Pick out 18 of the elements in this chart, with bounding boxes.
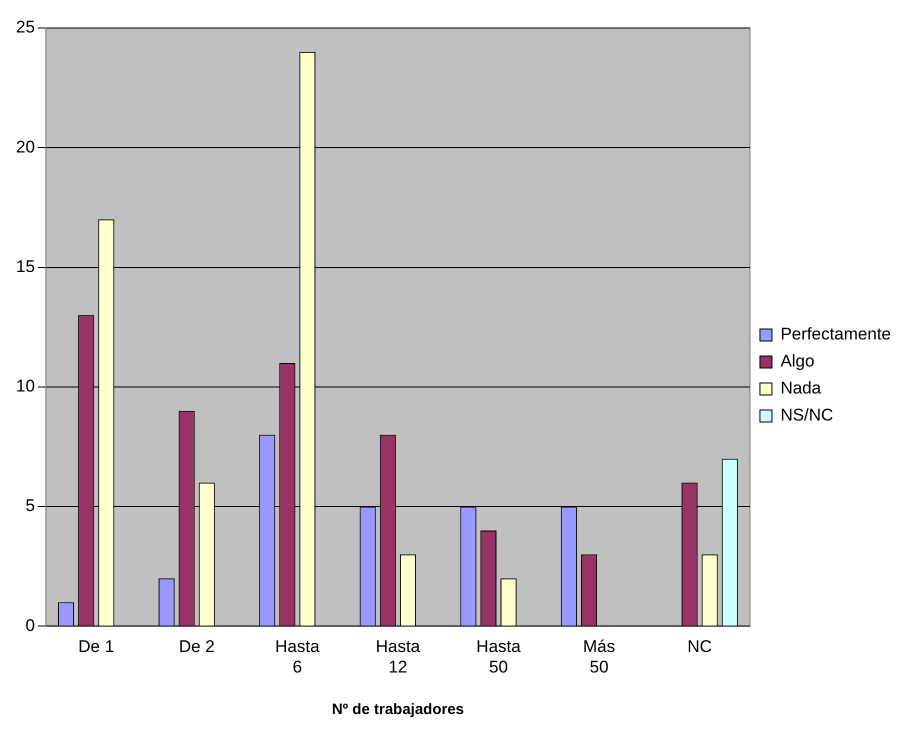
- x-tick-label: Hasta 12: [376, 637, 421, 676]
- x-tick-label: Más 50: [583, 637, 616, 676]
- x-tick-label: De 2: [178, 637, 215, 656]
- legend-label: NS/NC: [780, 406, 834, 425]
- legend-label: Algo: [780, 352, 814, 371]
- x-axis-title: Nº de trabajadores: [332, 701, 464, 718]
- y-tick-label: 15: [16, 256, 35, 276]
- x-tick-label: De 1: [78, 637, 114, 656]
- y-tick-label: 25: [16, 18, 35, 37]
- x-tick-label: NC: [687, 637, 712, 656]
- x-tick-label: Hasta 50: [476, 637, 522, 676]
- y-tick-label: 10: [16, 376, 35, 396]
- legend-label: Nada: [780, 378, 822, 398]
- y-tick-label: 0: [25, 616, 35, 635]
- legend-label: Perfectamente: [780, 324, 892, 344]
- x-tick-label: Hasta 6: [275, 637, 320, 676]
- y-tick-label: 20: [16, 137, 35, 156]
- y-tick-label: 5: [25, 496, 35, 516]
